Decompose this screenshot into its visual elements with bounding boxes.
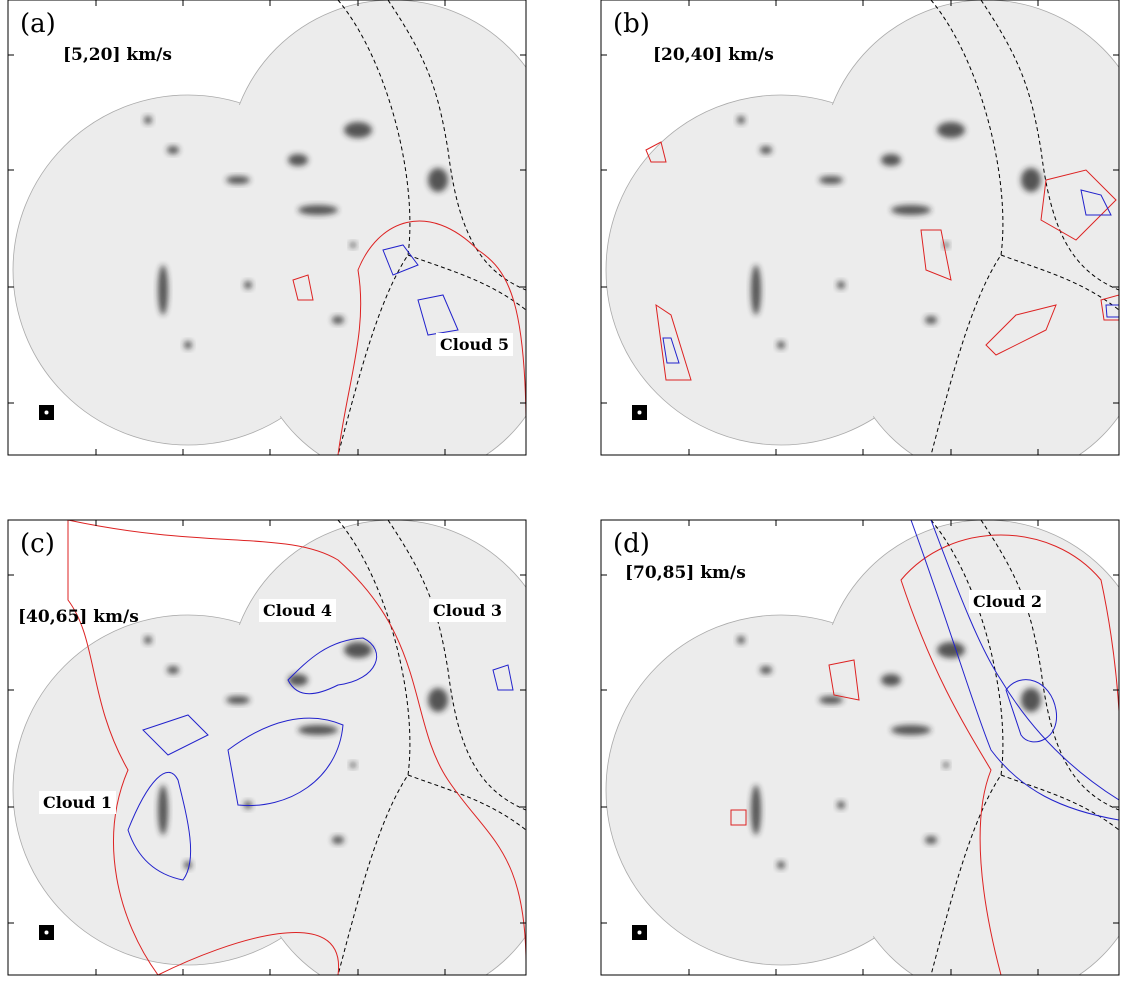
emission-spot xyxy=(760,146,772,154)
emission-spot xyxy=(428,168,448,192)
cloud-label: Cloud 5 xyxy=(440,335,509,354)
panel-label: (b) xyxy=(613,9,650,39)
emission-spot xyxy=(819,696,843,704)
map-image xyxy=(606,520,1126,981)
emission-spot xyxy=(288,154,308,166)
panel: (d) [70,85] km/s Cloud 2 xyxy=(601,520,1126,981)
emission-spot xyxy=(344,642,372,658)
map-image xyxy=(13,0,558,480)
emission-spot xyxy=(226,176,250,184)
map-image xyxy=(13,520,558,981)
figure: (a) [5,20] km/s Cloud 5 (b)[20,40] km/s (c) [… xyxy=(0,0,1126,981)
beam xyxy=(638,931,642,935)
velocity-label: [20,40] km/s xyxy=(653,45,774,65)
beam xyxy=(45,411,49,415)
emission-spot xyxy=(751,785,761,835)
velocity-label: [70,85] km/s xyxy=(625,563,746,583)
velocity-label: [40,65] km/s xyxy=(18,607,139,627)
emission-spot xyxy=(1021,168,1041,192)
emission-spot xyxy=(244,281,252,289)
map-image xyxy=(606,0,1126,480)
panel-label: (a) xyxy=(20,9,56,39)
emission-spot xyxy=(332,836,344,844)
emission-spot xyxy=(737,636,745,644)
emission-spot xyxy=(298,725,338,735)
cloud-label: Cloud 2 xyxy=(973,592,1042,611)
panel-label: (d) xyxy=(613,529,650,559)
emission-spot xyxy=(158,265,168,315)
emission-spot xyxy=(158,785,168,835)
emission-spot xyxy=(167,146,179,154)
emission-spot xyxy=(298,205,338,215)
emission-spot xyxy=(819,176,843,184)
emission-spot xyxy=(350,762,356,768)
emission-spot xyxy=(777,341,785,349)
emission-spot xyxy=(144,116,152,124)
emission-spot xyxy=(344,122,372,138)
emission-spot xyxy=(751,265,761,315)
emission-spot xyxy=(760,666,772,674)
emission-spot xyxy=(943,762,949,768)
emission-spot xyxy=(925,316,937,324)
panel: (b)[20,40] km/s xyxy=(601,0,1126,480)
emission-spot xyxy=(167,666,179,674)
emission-spot xyxy=(350,242,356,248)
emission-spot xyxy=(881,154,901,166)
emission-spot xyxy=(1021,688,1041,712)
emission-spot xyxy=(881,674,901,686)
emission-spot xyxy=(837,801,845,809)
emission-spot xyxy=(144,636,152,644)
emission-spot xyxy=(184,341,192,349)
beam xyxy=(638,411,642,415)
cloud-label: Cloud 1 xyxy=(43,793,112,812)
emission-spot xyxy=(428,688,448,712)
emission-spot xyxy=(184,861,192,869)
emission-spot xyxy=(737,116,745,124)
cloud-label: Cloud 3 xyxy=(433,601,502,620)
emission-spot xyxy=(891,205,931,215)
panel-label: (c) xyxy=(20,529,55,559)
map-fill xyxy=(255,182,551,478)
velocity-label: [5,20] km/s xyxy=(63,45,172,65)
emission-spot xyxy=(332,316,344,324)
panel: (c) [40,65] km/s Cloud 4 Cloud 3 Cloud 1 xyxy=(8,520,558,981)
emission-spot xyxy=(891,725,931,735)
emission-spot xyxy=(226,696,250,704)
cloud-label: Cloud 4 xyxy=(263,601,332,620)
emission-spot xyxy=(777,861,785,869)
emission-spot xyxy=(837,281,845,289)
panel: (a) [5,20] km/s Cloud 5 xyxy=(8,0,558,480)
emission-spot xyxy=(937,122,965,138)
emission-spot xyxy=(937,642,965,658)
emission-spot xyxy=(925,836,937,844)
beam xyxy=(45,931,49,935)
